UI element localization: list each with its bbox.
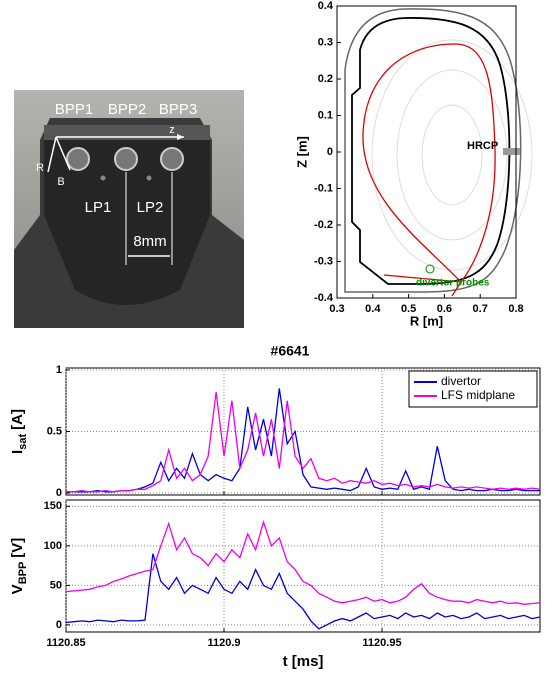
y-label-sub: BPP — [17, 562, 29, 585]
y-tick-label: 0 — [327, 146, 333, 158]
photo-label: z — [169, 124, 175, 136]
y-tick-label: 0 — [56, 619, 62, 631]
outer-wall — [344, 8, 522, 293]
y-tick-label: 0.2 — [318, 73, 333, 85]
series-group — [65, 519, 541, 630]
y-tick-label: 0.5 — [47, 425, 62, 437]
chart-title: #6641 — [271, 343, 310, 359]
y-tick-label: 0.4 — [318, 0, 334, 12]
y-tick-label: 0.3 — [318, 36, 333, 48]
photo-label: BPP2 — [108, 101, 146, 118]
y-axis-label: VBPP [V] — [9, 538, 29, 595]
legend-label: LFS midplane — [441, 388, 515, 402]
probe-pin — [66, 147, 90, 171]
y-tick-label: 100 — [44, 540, 62, 552]
y-label-main: I — [9, 450, 26, 454]
x-tick-label: 0.3 — [329, 303, 344, 315]
probe-marker — [425, 264, 435, 274]
series-group — [66, 388, 541, 493]
y-tick-label: -0.4 — [314, 292, 334, 304]
x-tick-label: 1120.85 — [46, 637, 85, 649]
photo-label: LP1 — [85, 199, 112, 216]
inner-wall — [351, 17, 511, 285]
y-label-sub: sat — [17, 434, 29, 450]
data-line — [66, 392, 541, 493]
photo-label: BPP1 — [55, 101, 93, 118]
flux-contour — [396, 69, 508, 241]
y-axis-label: Z [m] — [294, 136, 309, 168]
y-tick-label: 0.1 — [318, 109, 333, 121]
y-label-unit: [A] — [9, 409, 26, 430]
y-tick-label: -0.2 — [314, 219, 333, 231]
probe-pin — [114, 147, 138, 171]
probe-pin — [100, 175, 106, 181]
plot-frame — [65, 499, 541, 633]
x-axis-label: R [m] — [410, 313, 443, 328]
arrowhead — [177, 134, 184, 140]
data-line — [65, 519, 541, 605]
y-tick-label: -0.1 — [314, 182, 333, 194]
x-axis-label: t [ms] — [283, 653, 324, 670]
x-tick-label: 1120.95 — [362, 637, 401, 649]
hrcp-probe — [503, 148, 520, 155]
arrow — [55, 136, 71, 171]
data-line — [65, 553, 541, 630]
separatrix — [362, 43, 496, 283]
y-tick-label: 1 — [56, 364, 62, 376]
y-label-main: V — [9, 584, 26, 594]
x-tick-label: 1120.9 — [207, 637, 240, 649]
equilibrium-shapes — [344, 8, 533, 297]
probe-photo: BPP1 BPP2 BPP3 z R B LP1 LP2 8mm — [14, 90, 244, 328]
flux-contour — [371, 39, 533, 271]
y-label-unit: [V] — [9, 538, 26, 558]
photo-label: 8mm — [133, 233, 166, 250]
flux-contour — [421, 104, 483, 206]
x-tick-label: 0.8 — [508, 303, 523, 315]
legend-label: divertor — [441, 374, 481, 388]
separatrix-leg — [383, 274, 462, 297]
arrow — [47, 136, 57, 173]
x-tick-label: 0.6 — [437, 303, 452, 315]
x-tick-label: 0.5 — [401, 303, 416, 315]
y-tick-label: 150 — [44, 500, 62, 512]
photo-label: B — [57, 176, 64, 188]
legend-box — [408, 370, 538, 408]
probe-face — [44, 140, 210, 305]
y-tick-label: 50 — [50, 579, 62, 591]
x-tick-label: 0.7 — [473, 303, 488, 315]
photo-label: R — [36, 162, 44, 174]
probe-pin — [160, 147, 184, 171]
probe-pin — [146, 175, 152, 181]
data-line — [66, 388, 540, 493]
x-tick-label: 0.4 — [365, 303, 381, 315]
y-tick-label: -0.3 — [314, 255, 333, 267]
annotation: HRCP — [467, 140, 498, 152]
y-tick-label: 0 — [56, 487, 62, 499]
y-axis-label: Isat [A] — [9, 409, 29, 454]
annotation: divertor probes — [416, 278, 490, 289]
photo-label: BPP3 — [159, 101, 197, 118]
photo-label: LP2 — [137, 199, 164, 216]
